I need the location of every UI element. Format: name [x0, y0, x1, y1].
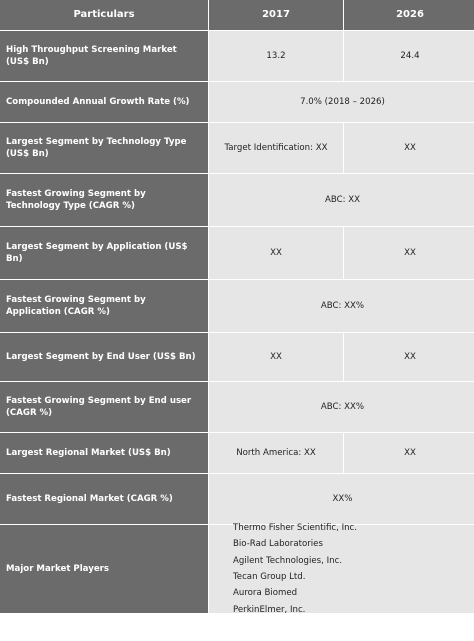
row-label-market-size: High Throughput Screening Market (US$ Bn…	[0, 31, 208, 81]
header-2026: 2026	[344, 0, 474, 30]
row-value-fastest-region: XX%	[209, 474, 474, 524]
player-item: Tecan Group Ltd.	[233, 572, 306, 582]
row-value-largest-technology-2026: XX	[344, 123, 474, 173]
player-item: Agilent Technologies, Inc.	[233, 555, 343, 566]
row-value-largest-region-2026: XX	[344, 433, 474, 473]
row-value-fastest-technology: ABC: XX	[209, 174, 474, 226]
row-label-fastest-technology: Fastest Growing Segment by Technology Ty…	[0, 174, 208, 226]
player-item: Thermo Fisher Scientific, Inc.	[233, 522, 358, 533]
row-value-cagr: 7.0% (2018 – 2026)	[209, 82, 474, 122]
row-value-largest-application-2026: XX	[344, 227, 474, 279]
row-label-largest-region: Largest Regional Market (US$ Bn)	[0, 433, 208, 473]
row-value-largest-end-user-2026: XX	[344, 333, 474, 381]
row-value-fastest-application: ABC: XX%	[209, 280, 474, 332]
row-label-largest-end-user: Largest Segment by End User (US$ Bn)	[0, 333, 208, 381]
row-label-fastest-application: Fastest Growing Segment by Application (…	[0, 280, 208, 332]
header-2017: 2017	[209, 0, 343, 30]
row-value-largest-end-user-2017: XX	[209, 333, 343, 381]
row-label-cagr: Compounded Annual Growth Rate (%)	[0, 82, 208, 122]
row-value-fastest-end-user: ABC: XX%	[209, 382, 474, 432]
row-label-fastest-region: Fastest Regional Market (CAGR %)	[0, 474, 208, 524]
row-value-market-size-2026: 24.4	[344, 31, 474, 81]
row-label-largest-technology: Largest Segment by Technology Type (US$ …	[0, 123, 208, 173]
header-particulars: Particulars	[0, 0, 208, 30]
row-label-fastest-end-user: Fastest Growing Segment by End user (CAG…	[0, 382, 208, 432]
player-item: Bio-Rad Laboratories	[233, 539, 323, 550]
row-value-largest-region-2017: North America: XX	[209, 433, 343, 473]
row-value-largest-technology-2017: Target Identification: XX	[209, 123, 343, 173]
row-label-major-players: Major Market Players	[0, 525, 208, 613]
major-players-list: Thermo Fisher Scientific, Inc. Bio-Rad L…	[209, 522, 474, 615]
player-item: Aurora Biomed	[233, 588, 298, 599]
player-item: PerkinElmer, Inc.	[233, 604, 306, 615]
row-value-market-size-2017: 13.2	[209, 31, 343, 81]
row-label-largest-application: Largest Segment by Application (US$ Bn)	[0, 227, 208, 279]
row-value-largest-application-2017: XX	[209, 227, 343, 279]
